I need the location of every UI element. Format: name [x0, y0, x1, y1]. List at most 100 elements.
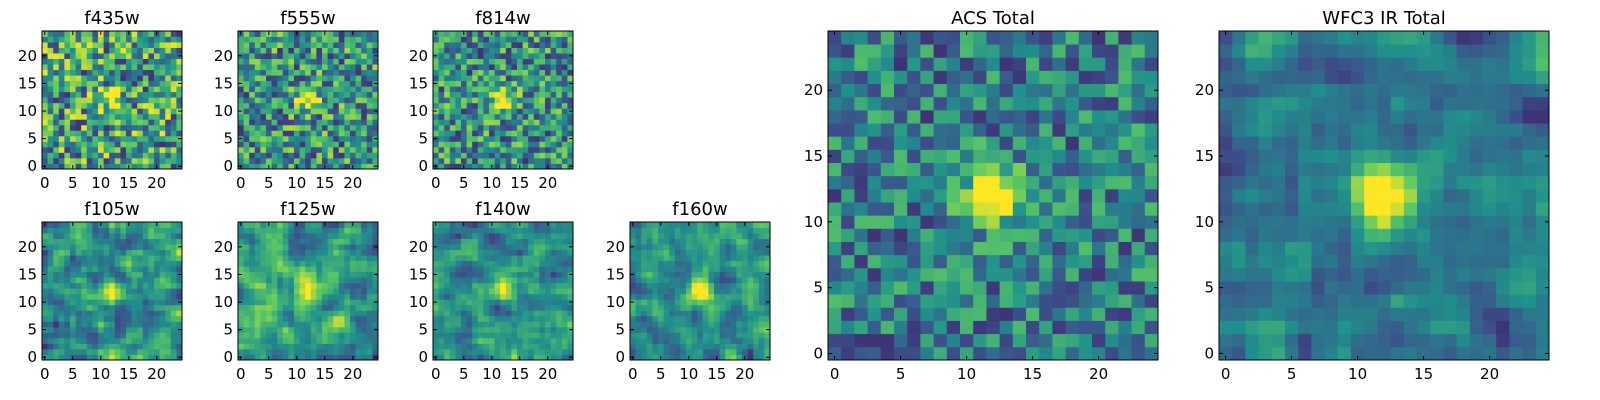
pixel [449, 288, 456, 295]
pixel [461, 288, 467, 295]
pixel [288, 277, 295, 284]
pixel [176, 266, 183, 273]
y-tick-label: 0 [418, 348, 428, 366]
pixel [466, 299, 473, 306]
pixel [114, 354, 121, 361]
pixel [327, 227, 334, 234]
pixel [680, 299, 687, 306]
pixel [282, 293, 289, 300]
pixel [1144, 294, 1159, 308]
pixel [338, 135, 345, 142]
pixel [170, 91, 177, 98]
pixel [455, 119, 462, 126]
pixel [165, 277, 172, 284]
pixel [999, 188, 1014, 203]
pixel [444, 293, 451, 300]
pixel [1092, 346, 1106, 361]
pixel [86, 42, 93, 48]
pixel [561, 157, 568, 164]
pixel [708, 277, 715, 284]
pixel [366, 47, 373, 54]
pixel [444, 304, 451, 311]
pixel [466, 222, 473, 228]
pixel [1012, 294, 1027, 308]
pixel [841, 175, 855, 190]
y-tick-label: 15 [18, 74, 37, 92]
pixel [70, 58, 76, 65]
pixel [372, 310, 379, 317]
pixel [505, 36, 512, 43]
pixel [494, 288, 501, 295]
pixel [449, 354, 456, 361]
pixel [170, 227, 177, 234]
pixel [271, 266, 278, 273]
pixel [53, 354, 60, 361]
pixel [70, 321, 76, 328]
pixel [946, 267, 961, 282]
pixel [646, 299, 653, 306]
pixel [338, 157, 345, 164]
pixel [137, 69, 144, 76]
pixel [70, 146, 76, 153]
pixel [372, 75, 379, 82]
pixel [477, 42, 484, 48]
pixel [299, 332, 306, 339]
pixel [500, 64, 507, 71]
pixel [433, 348, 439, 355]
pixel [1065, 202, 1080, 216]
pixel [165, 42, 172, 48]
pixel [973, 228, 987, 242]
pixel [511, 282, 518, 289]
pixel [254, 64, 261, 71]
pixel [103, 47, 110, 54]
pixel [556, 266, 563, 273]
pixel [75, 222, 82, 228]
pixel [505, 47, 512, 54]
pixel [545, 343, 551, 350]
pixel [986, 241, 1000, 256]
pixel [986, 281, 1000, 295]
pixel [114, 315, 121, 322]
pixel [254, 304, 261, 311]
pixel [316, 315, 323, 322]
pixel [243, 332, 250, 339]
pixel [658, 337, 664, 344]
pixel [719, 326, 726, 333]
pixel [92, 31, 99, 37]
pixel [142, 321, 149, 328]
pixel [70, 42, 76, 48]
pixel [1078, 346, 1093, 361]
pixel [691, 227, 698, 234]
pixel [165, 321, 172, 328]
pixel [103, 255, 110, 262]
pixel [47, 227, 54, 234]
pixel [103, 271, 110, 278]
pixel [477, 31, 484, 37]
pixel [154, 326, 160, 333]
pixel [288, 97, 295, 104]
pixel [355, 332, 362, 339]
pixel [567, 249, 574, 256]
pixel [344, 91, 351, 98]
pixel [466, 233, 473, 239]
pixel [271, 310, 278, 317]
pixel [126, 244, 132, 250]
pixel [641, 354, 648, 361]
pixel [316, 157, 323, 164]
pixel [444, 315, 451, 322]
pixel [494, 299, 501, 306]
pixel [505, 354, 512, 361]
pixel [652, 238, 659, 245]
pixel [327, 91, 334, 98]
pixel [455, 315, 462, 322]
pixel [366, 108, 373, 115]
pixel [333, 75, 340, 82]
pixel [75, 108, 82, 115]
pixel [277, 238, 284, 245]
pixel [545, 277, 551, 284]
pixel [477, 315, 484, 322]
pixel [686, 238, 692, 245]
pixel [238, 146, 244, 153]
pixel [505, 299, 512, 306]
